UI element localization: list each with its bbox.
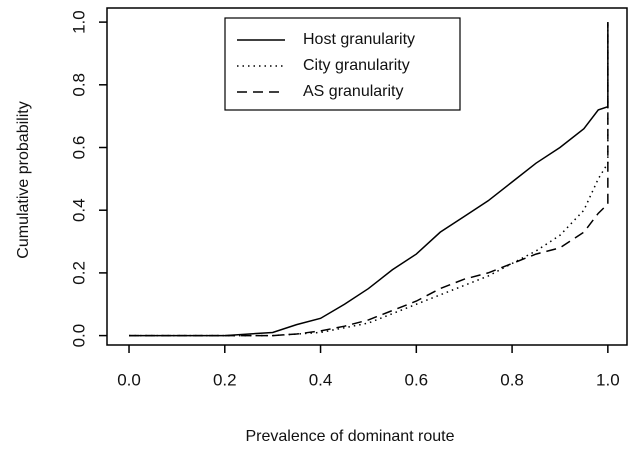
y-tick-label: 0.8 [69,73,88,97]
legend-label: AS granularity [303,83,404,100]
plot-frame [106,7,628,346]
legend-box [224,17,461,111]
y-axis-label: Cumulative probability [15,101,32,258]
x-tick-label: 0.2 [213,370,237,389]
x-tick-label: 0.4 [309,370,333,389]
x-tick-label: 0.0 [117,370,141,389]
series-line [129,22,609,337]
y-tick-label: 0.0 [69,324,88,348]
y-tick-label: 0.6 [69,136,88,160]
y-tick-label: 0.4 [69,198,88,222]
x-tick-label: 0.8 [500,370,524,389]
legend-label: Host granularity [303,31,415,48]
series-line [129,22,609,337]
y-tick-label: 0.2 [69,261,88,285]
y-tick-label: 1.0 [69,10,88,34]
x-tick-label: 0.6 [404,370,428,389]
x-axis-label: Prevalence of dominant route [245,428,454,445]
legend-label: City granularity [303,57,410,74]
x-tick-label: 1.0 [596,370,620,389]
